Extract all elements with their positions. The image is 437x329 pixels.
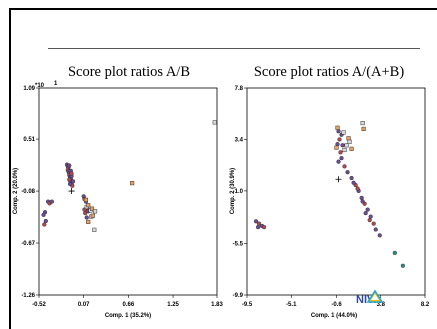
data-point-square bbox=[334, 145, 339, 150]
data-point-circle bbox=[400, 263, 405, 268]
data-point-circle bbox=[377, 233, 382, 238]
x-tick-label: 0.07 bbox=[78, 302, 90, 308]
data-point-square bbox=[90, 213, 95, 218]
x-tick-label: -0.52 bbox=[32, 302, 46, 308]
data-point-circle bbox=[261, 225, 267, 230]
center-cross-marker bbox=[68, 188, 75, 195]
data-point-square bbox=[92, 227, 97, 232]
x-axis-label: Comp. 1 (35.2%) bbox=[105, 313, 151, 319]
y-exponent-label: *10 bbox=[35, 83, 45, 89]
data-point-circle bbox=[335, 142, 340, 147]
x-tick-label: -0.6 bbox=[331, 302, 342, 308]
data-point-circle bbox=[337, 137, 342, 142]
data-point-circle bbox=[342, 164, 347, 169]
data-point-circle bbox=[253, 219, 259, 224]
data-point-square bbox=[86, 203, 91, 208]
chart-title: Score plot ratios A/(A+B) bbox=[254, 64, 405, 80]
y-tick-label: 3.4 bbox=[235, 137, 244, 143]
x-tick-label: 1.83 bbox=[211, 302, 223, 308]
data-point-circle bbox=[371, 221, 376, 226]
data-point-circle bbox=[339, 156, 344, 161]
center-cross-marker bbox=[335, 176, 342, 183]
data-point-circle bbox=[70, 179, 76, 184]
y-axis-label: Comp. 2 (30.9%) bbox=[230, 168, 236, 214]
x-tick-label: -5.1 bbox=[286, 302, 297, 308]
y-tick-label: -1.26 bbox=[21, 293, 35, 299]
x-axis-label: Comp. 1 (44.0%) bbox=[311, 313, 357, 319]
data-point-circle bbox=[345, 170, 350, 175]
title-rule bbox=[48, 48, 420, 49]
data-point-circle bbox=[340, 143, 345, 148]
plot-area bbox=[246, 87, 426, 296]
data-point-circle bbox=[349, 175, 354, 181]
data-point-square bbox=[130, 181, 135, 186]
plot-area bbox=[38, 87, 218, 296]
data-point-square bbox=[93, 209, 98, 214]
data-point-square bbox=[342, 147, 347, 153]
chart-title: Score plot ratios A/B bbox=[68, 64, 190, 80]
data-point-circle bbox=[67, 177, 72, 182]
y-tick-label: 1.09 bbox=[23, 86, 35, 92]
data-point-circle bbox=[69, 171, 74, 176]
y-tick-label: -5.5 bbox=[233, 242, 244, 248]
y-tick-label: -0.67 bbox=[21, 241, 35, 247]
data-point-circle bbox=[43, 218, 48, 224]
data-point-circle bbox=[336, 129, 341, 134]
data-point-circle bbox=[363, 211, 368, 216]
data-point-square bbox=[361, 126, 366, 131]
data-point-circle bbox=[67, 181, 73, 187]
data-point-circle bbox=[49, 199, 54, 204]
data-point-circle bbox=[359, 195, 364, 201]
data-point-square bbox=[347, 139, 352, 144]
data-point-square bbox=[335, 125, 340, 130]
y-tick-label: -0.08 bbox=[21, 189, 35, 195]
x-tick-label: -9.5 bbox=[242, 302, 253, 308]
data-point-circle bbox=[336, 159, 341, 164]
data-point-circle bbox=[360, 199, 365, 204]
data-point-square bbox=[346, 136, 351, 141]
data-point-circle bbox=[392, 250, 397, 255]
data-point-circle bbox=[84, 215, 89, 220]
x-tick-label: 0.66 bbox=[123, 302, 135, 308]
logo-mark-icon bbox=[366, 289, 384, 303]
data-point-square bbox=[89, 206, 95, 211]
y-exponent-power: 1 bbox=[54, 81, 58, 87]
data-point-circle bbox=[41, 212, 46, 217]
data-point-circle bbox=[365, 207, 370, 212]
score-plot-a-ab: Score plot ratios A/(A+B) Comp. 1 (44.0%… bbox=[230, 64, 430, 319]
data-point-circle bbox=[351, 180, 356, 185]
data-point-square bbox=[341, 130, 346, 135]
data-point-circle bbox=[367, 218, 372, 223]
data-point-circle bbox=[355, 186, 360, 191]
x-tick-label: 8.2 bbox=[421, 302, 430, 308]
y-tick-label: -1.0 bbox=[233, 189, 244, 195]
x-tick-label: 3.8 bbox=[377, 302, 386, 308]
data-point-square bbox=[349, 146, 354, 151]
data-point-circle bbox=[67, 163, 72, 168]
slide-frame bbox=[9, 8, 437, 329]
data-point-circle bbox=[338, 150, 343, 155]
data-point-square bbox=[360, 121, 365, 126]
y-tick-label: -9.9 bbox=[233, 293, 244, 299]
data-point-square bbox=[83, 197, 89, 202]
data-point-square bbox=[86, 219, 91, 224]
niva-logo: NIVA bbox=[356, 289, 384, 306]
data-point-circle bbox=[373, 227, 378, 232]
y-tick-label: 7.8 bbox=[235, 86, 244, 92]
data-point-circle bbox=[255, 225, 261, 230]
data-point-circle bbox=[368, 214, 373, 219]
y-tick-label: 0.51 bbox=[23, 137, 35, 143]
data-point-circle bbox=[42, 222, 47, 227]
data-point-square bbox=[212, 120, 217, 125]
y-axis-label: Comp. 2 (20.0%) bbox=[13, 168, 19, 214]
x-tick-label: 1.25 bbox=[167, 302, 179, 308]
data-point-square bbox=[344, 143, 349, 148]
score-plot-ab: Score plot ratios A/B *10 1 Comp. 1 (35.… bbox=[13, 64, 223, 319]
